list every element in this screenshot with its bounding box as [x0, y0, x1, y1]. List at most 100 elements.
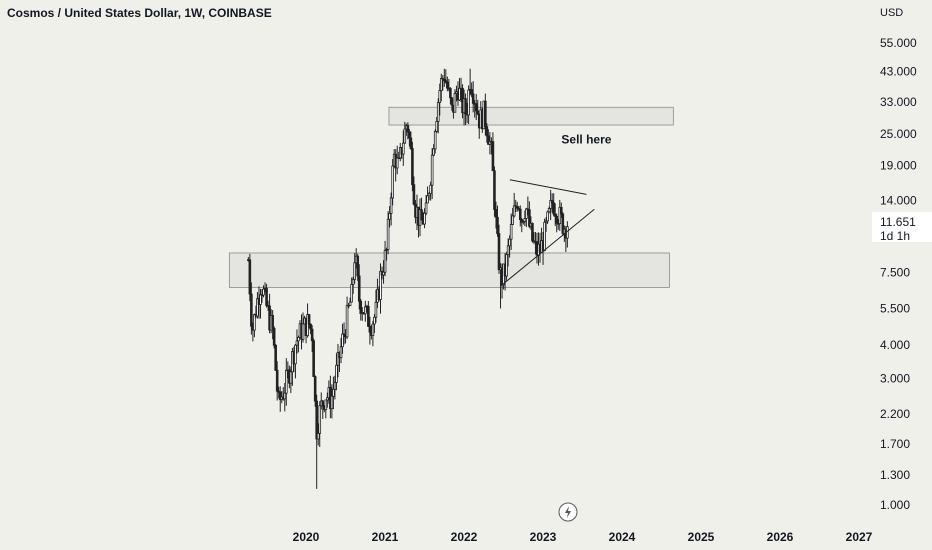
- candle-body: [359, 300, 363, 314]
- price-axis[interactable]: USD 55.000 43.000 33.000 25.000 19.000 14.000…: [880, 7, 917, 512]
- candle-body: [316, 432, 320, 440]
- candle-body: [474, 103, 478, 112]
- candle-body: [544, 220, 548, 223]
- candle-body: [432, 148, 435, 156]
- candle-body: [321, 400, 325, 407]
- candle-body: [397, 157, 401, 160]
- lightning-icon: [565, 506, 571, 518]
- candle-body: [558, 206, 562, 225]
- candle-body: [553, 213, 557, 217]
- candle-body: [487, 135, 490, 145]
- candle-body: [449, 88, 452, 99]
- candle-body: [412, 184, 416, 205]
- candle-body: [345, 304, 349, 338]
- candle-body: [324, 399, 328, 411]
- annotation-sell-here: Sell here: [561, 133, 611, 147]
- candle-body: [386, 218, 390, 250]
- candle-body: [351, 278, 355, 285]
- candle-body: [517, 207, 521, 210]
- candle-body: [528, 209, 531, 227]
- candle-body: [438, 90, 442, 103]
- candle-countdown-label: 1d 1h: [880, 229, 910, 243]
- candle-body: [496, 216, 499, 234]
- candle-body: [546, 211, 549, 222]
- candle-body: [446, 81, 449, 89]
- candle-body: [341, 333, 344, 348]
- candle-body: [294, 344, 297, 365]
- time-tick-label: 2024: [609, 530, 636, 544]
- candle-body: [306, 314, 309, 336]
- candle-body: [262, 288, 265, 296]
- candle-body: [374, 301, 378, 318]
- candle-body: [464, 98, 467, 114]
- candle-body: [435, 121, 439, 132]
- time-tick-label: 2021: [372, 530, 399, 544]
- candle-body: [275, 369, 279, 392]
- candle-body: [429, 184, 432, 194]
- candle-body: [436, 102, 440, 122]
- candle-body: [555, 215, 559, 224]
- candle-body: [350, 284, 353, 303]
- candle-body: [364, 306, 367, 315]
- candle-body: [259, 294, 262, 305]
- candle-body: [339, 346, 343, 359]
- price-tick-label: 55.000: [880, 36, 917, 50]
- candle-body: [420, 209, 423, 221]
- candle-body: [356, 255, 360, 277]
- candle-body: [505, 254, 508, 277]
- candle-body: [485, 126, 489, 137]
- trendline: [509, 179, 587, 195]
- candle-body: [310, 328, 314, 342]
- candle-body: [373, 316, 376, 325]
- candle-body: [453, 93, 457, 113]
- chart-title: Cosmos / United States Dollar, 1W, COINB…: [7, 6, 272, 20]
- candle-body: [526, 208, 530, 211]
- time-tick-label: 2020: [293, 530, 320, 544]
- candle-body: [549, 200, 552, 209]
- candle-body: [336, 352, 340, 366]
- candle-body: [458, 87, 461, 101]
- candle-body: [518, 208, 522, 220]
- candle-body: [467, 89, 470, 116]
- candle-body: [388, 213, 391, 220]
- candle-body: [427, 193, 431, 197]
- candle-body: [309, 323, 312, 330]
- candle-body: [312, 340, 315, 377]
- candle-body: [547, 208, 551, 213]
- candle-body: [406, 125, 410, 133]
- candle-body: [285, 369, 288, 394]
- candle-body: [250, 293, 253, 327]
- time-tick-label: 2022: [451, 530, 478, 544]
- candle-body: [274, 344, 277, 371]
- candle-body: [523, 218, 527, 222]
- candle-body: [493, 170, 496, 210]
- candle-body: [335, 364, 338, 383]
- price-tick-label: 14.000: [880, 194, 917, 208]
- candle-body: [301, 323, 305, 340]
- candle-body: [426, 195, 429, 204]
- candle-body: [433, 131, 437, 150]
- current-price-tag: 11.651 1d 1h: [872, 212, 932, 243]
- candle-body: [248, 259, 252, 295]
- candle-body: [333, 382, 337, 390]
- candle-body: [550, 200, 554, 204]
- trendline: [500, 208, 595, 287]
- candle-body: [326, 397, 329, 401]
- candle-body: [271, 315, 274, 329]
- candle-body: [357, 275, 361, 302]
- time-axis[interactable]: 2020 2021 2022 2023 2024 2025 2026 2027: [293, 530, 873, 544]
- candle-body: [353, 262, 356, 280]
- candle-body: [511, 215, 514, 225]
- candle-body: [470, 88, 473, 95]
- candle-body: [307, 314, 311, 325]
- current-price-box: [872, 212, 932, 242]
- candle-body: [383, 249, 387, 273]
- candle-body: [256, 298, 259, 317]
- candle-body: [543, 221, 546, 251]
- candle-body: [379, 270, 382, 300]
- candle-body: [409, 137, 413, 149]
- candle-body: [476, 110, 480, 115]
- tradingview-logo[interactable]: [558, 502, 578, 522]
- zone-rect: [388, 106, 674, 126]
